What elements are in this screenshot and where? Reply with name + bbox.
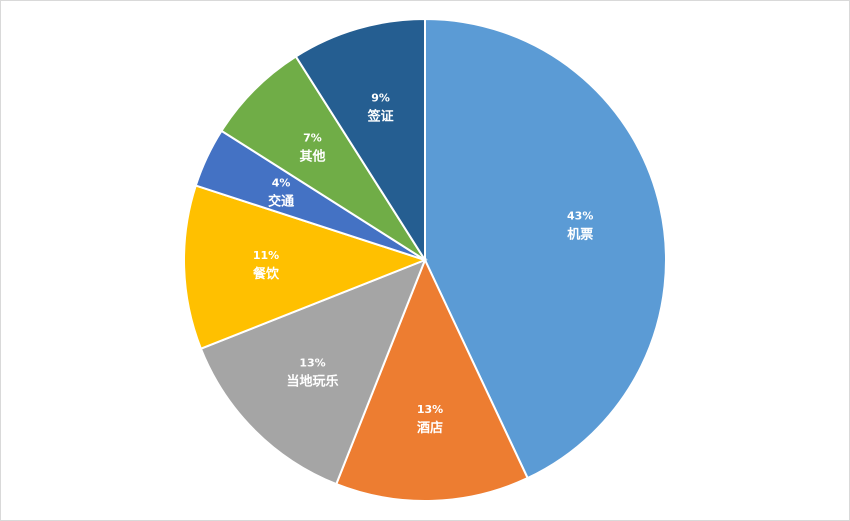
data-label-category-airfare: 机票 (567, 226, 593, 242)
data-label-percent-local-activities: 13% (299, 357, 325, 370)
data-label-category-other: 其他 (299, 149, 325, 165)
data-label-percent-airfare: 43% (567, 209, 593, 222)
pie-slice-other (220, 55, 426, 261)
pie-slices (183, 17, 667, 502)
data-label-category-hotel: 酒店 (417, 420, 443, 436)
data-label-category-visa: 签证 (367, 108, 394, 124)
pie-slice-local-activities (199, 258, 427, 486)
data-label-category-transport: 交通 (268, 193, 294, 209)
data-label-percent-dining: 11% (253, 249, 279, 262)
data-label-percent-other: 7% (303, 132, 322, 145)
data-label-percent-visa: 9% (371, 91, 390, 104)
data-label-category-dining: 餐饮 (252, 266, 280, 282)
pie-slice-airfare (424, 17, 667, 480)
data-label-category-local-activities: 当地玩乐 (286, 374, 338, 390)
data-label-percent-hotel: 13% (417, 403, 443, 416)
pie-slice-hotel (334, 257, 529, 502)
data-label-percent-transport: 4% (272, 176, 291, 189)
pie-slice-visa (294, 17, 426, 264)
pie-slice-dining (183, 184, 428, 351)
pie-labels: 43% 机票 13% 酒店 13% 当地玩乐 11% 餐饮 4% 交通 7% 其他 9% 签证 (252, 91, 593, 436)
